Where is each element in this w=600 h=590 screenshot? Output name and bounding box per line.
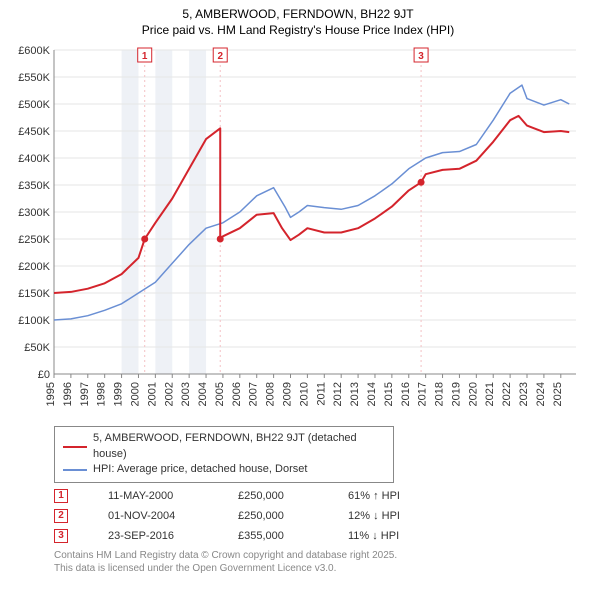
svg-text:£450K: £450K [18, 126, 50, 138]
svg-text:2002: 2002 [163, 382, 175, 406]
svg-text:3: 3 [418, 51, 424, 62]
svg-text:1997: 1997 [79, 382, 91, 406]
svg-text:2007: 2007 [248, 382, 260, 406]
legend-swatch [63, 469, 87, 471]
svg-text:2014: 2014 [366, 382, 378, 406]
svg-text:£50K: £50K [24, 342, 50, 354]
svg-text:2024: 2024 [535, 382, 547, 406]
svg-text:£600K: £600K [18, 45, 50, 57]
svg-text:2019: 2019 [450, 382, 462, 406]
svg-text:2001: 2001 [146, 382, 158, 406]
svg-text:1999: 1999 [113, 382, 125, 406]
svg-text:£300K: £300K [18, 207, 50, 219]
svg-text:2016: 2016 [400, 382, 412, 406]
legend-swatch [63, 446, 87, 448]
footer-line-2: This data is licensed under the Open Gov… [54, 562, 590, 575]
svg-text:2022: 2022 [501, 382, 513, 406]
svg-text:2013: 2013 [349, 382, 361, 406]
svg-text:2011: 2011 [315, 382, 327, 406]
legend: 5, AMBERWOOD, FERNDOWN, BH22 9JT (detach… [54, 426, 394, 482]
legend-label: 5, AMBERWOOD, FERNDOWN, BH22 9JT (detach… [93, 431, 385, 462]
svg-text:£0: £0 [38, 369, 50, 381]
svg-text:2017: 2017 [417, 382, 429, 406]
svg-text:2025: 2025 [552, 382, 564, 406]
title-line-1: 5, AMBERWOOD, FERNDOWN, BH22 9JT [6, 6, 590, 22]
transaction-date: 01-NOV-2004 [108, 510, 198, 522]
svg-text:2021: 2021 [484, 382, 496, 406]
svg-text:2004: 2004 [197, 382, 209, 406]
svg-text:2023: 2023 [518, 382, 530, 406]
svg-text:£100K: £100K [18, 315, 50, 327]
legend-item: 5, AMBERWOOD, FERNDOWN, BH22 9JT (detach… [63, 431, 385, 462]
svg-text:2020: 2020 [467, 382, 479, 406]
transaction-row: 2 01-NOV-2004 £250,000 12% ↓ HPI [54, 509, 590, 523]
svg-text:£200K: £200K [18, 261, 50, 273]
svg-text:2008: 2008 [265, 382, 277, 406]
footer-line-1: Contains HM Land Registry data © Crown c… [54, 549, 590, 562]
svg-text:2015: 2015 [383, 382, 395, 406]
transaction-price: £355,000 [238, 530, 308, 542]
transaction-row: 3 23-SEP-2016 £355,000 11% ↓ HPI [54, 529, 590, 543]
transaction-table: 1 11-MAY-2000 £250,000 61% ↑ HPI 2 01-NOV-200… [54, 489, 590, 543]
svg-text:2010: 2010 [298, 382, 310, 406]
svg-text:1996: 1996 [62, 382, 74, 406]
svg-text:£500K: £500K [18, 99, 50, 111]
svg-text:2006: 2006 [231, 382, 243, 406]
svg-text:£350K: £350K [18, 180, 50, 192]
chart-title: 5, AMBERWOOD, FERNDOWN, BH22 9JT Price p… [6, 6, 590, 38]
svg-text:£250K: £250K [18, 234, 50, 246]
svg-text:1998: 1998 [96, 382, 108, 406]
transaction-marker: 3 [54, 529, 68, 543]
chart-plot-area: £0 £50K £100K £150K £200K £250K £300K £350K £400… [6, 42, 590, 422]
legend-item: HPI: Average price, detached house, Dors… [63, 462, 385, 477]
svg-text:1995: 1995 [45, 382, 57, 406]
svg-text:1: 1 [142, 51, 148, 62]
transaction-row: 1 11-MAY-2000 £250,000 61% ↑ HPI [54, 489, 590, 503]
svg-text:2000: 2000 [129, 382, 141, 406]
title-line-2: Price paid vs. HM Land Registry's House … [6, 22, 590, 38]
transaction-delta: 61% ↑ HPI [348, 490, 428, 502]
svg-text:£150K: £150K [18, 288, 50, 300]
svg-text:2: 2 [217, 51, 223, 62]
chart-container: 5, AMBERWOOD, FERNDOWN, BH22 9JT Price p… [0, 0, 600, 590]
transaction-marker: 1 [54, 489, 68, 503]
svg-text:2005: 2005 [214, 382, 226, 406]
transaction-marker: 2 [54, 509, 68, 523]
line-chart-svg: £0 £50K £100K £150K £200K £250K £300K £350K £400… [6, 42, 586, 422]
transaction-delta: 12% ↓ HPI [348, 510, 428, 522]
svg-text:2018: 2018 [434, 382, 446, 406]
svg-text:£400K: £400K [18, 153, 50, 165]
svg-text:2003: 2003 [180, 382, 192, 406]
legend-label: HPI: Average price, detached house, Dors… [93, 462, 307, 477]
svg-text:£550K: £550K [18, 72, 50, 84]
transaction-delta: 11% ↓ HPI [348, 530, 428, 542]
transaction-date: 23-SEP-2016 [108, 530, 198, 542]
footer-attribution: Contains HM Land Registry data © Crown c… [54, 549, 590, 575]
transaction-price: £250,000 [238, 510, 308, 522]
svg-text:2012: 2012 [332, 382, 344, 406]
svg-text:2009: 2009 [282, 382, 294, 406]
transaction-date: 11-MAY-2000 [108, 490, 198, 502]
transaction-price: £250,000 [238, 490, 308, 502]
